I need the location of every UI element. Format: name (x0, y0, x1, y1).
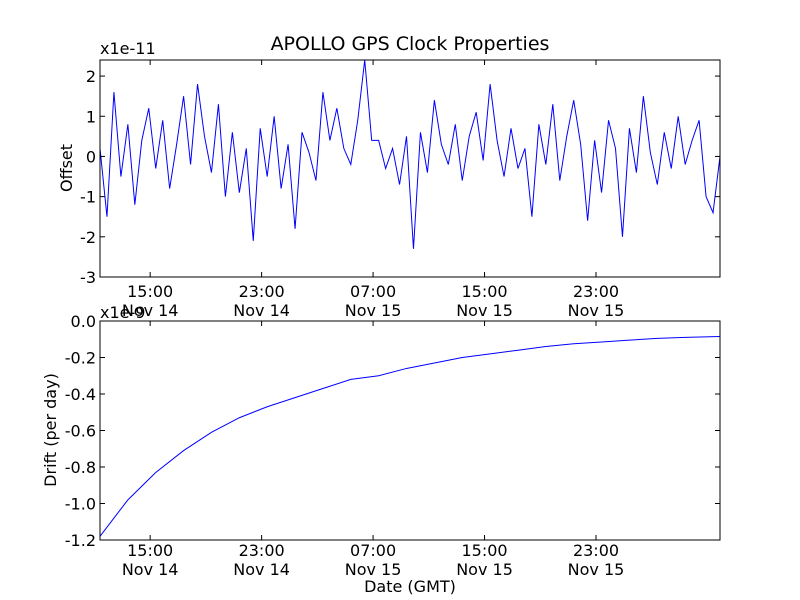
offset-y-tick-label: 1 (86, 107, 96, 126)
offset-y-tick-label: 0 (86, 147, 96, 166)
offset-scale-label: x1e-11 (100, 39, 156, 58)
offset-y-tick-label: -1 (80, 188, 96, 207)
drift-y-tick-label: -0.6 (65, 422, 96, 441)
drift-y-ticks: 0.0 -0.2 -0.4 -0.6 -0.8 -1.0 -1.2 (65, 312, 720, 550)
drift-y-tick-label: -0.4 (65, 385, 96, 404)
offset-x-tick-date: Nov 14 (233, 301, 290, 320)
chart-title: APOLLO GPS Clock Properties (271, 33, 550, 55)
offset-y-axis-label: Offset (57, 144, 76, 192)
offset-x-tick-date: Nov 15 (568, 301, 625, 320)
drift-x-tick-time: 15:00 (127, 541, 173, 560)
drift-series-group (99, 336, 721, 537)
drift-y-tick-label: -1.2 (65, 531, 96, 550)
drift-x-tick-time: 15:00 (461, 541, 507, 560)
drift-y-tick-label: 0.0 (71, 312, 96, 331)
offset-x-tick-date: Nov 15 (345, 301, 402, 320)
offset-series-line (99, 59, 721, 249)
offset-x-tick-time: 15:00 (461, 282, 507, 301)
offset-plot-frame (99, 59, 721, 278)
offset-x-tick-time: 15:00 (127, 282, 173, 301)
offset-x-tick-date: Nov 15 (456, 301, 513, 320)
drift-x-tick-date: Nov 15 (456, 560, 513, 579)
drift-y-axis-label: Drift (per day) (41, 373, 60, 487)
drift-x-axis-label: Date (GMT) (364, 577, 456, 596)
drift-y-tick-label: -0.2 (65, 349, 96, 368)
offset-chart: APOLLO GPS Clock Properties x1e-11 Offse… (57, 33, 721, 320)
drift-y-tick-label: -0.8 (65, 458, 96, 477)
drift-scale-label: x1e-9 (100, 303, 145, 322)
offset-y-tick-label: 2 (86, 67, 96, 86)
offset-x-tick-time: 23:00 (573, 282, 619, 301)
drift-series-line (99, 336, 721, 537)
drift-y-tick-label: -1.0 (65, 495, 96, 514)
offset-series-group (99, 59, 721, 249)
offset-x-tick-date: Nov 14 (122, 301, 179, 320)
offset-y-ticks: 2 1 0 -1 -2 -3 (80, 67, 720, 287)
drift-x-tick-time: 07:00 (350, 541, 396, 560)
drift-x-tick-date: Nov 14 (233, 560, 290, 579)
offset-y-tick-label: -3 (80, 268, 96, 287)
drift-x-tick-date: Nov 14 (122, 560, 179, 579)
offset-y-tick-label: -2 (80, 228, 96, 247)
drift-x-tick-time: 23:00 (573, 541, 619, 560)
drift-x-tick-time: 23:00 (239, 541, 285, 560)
offset-x-tick-time: 23:00 (239, 282, 285, 301)
drift-x-tick-date: Nov 15 (568, 560, 625, 579)
offset-x-tick-time: 07:00 (350, 282, 396, 301)
drift-x-tick-date: Nov 15 (345, 560, 402, 579)
